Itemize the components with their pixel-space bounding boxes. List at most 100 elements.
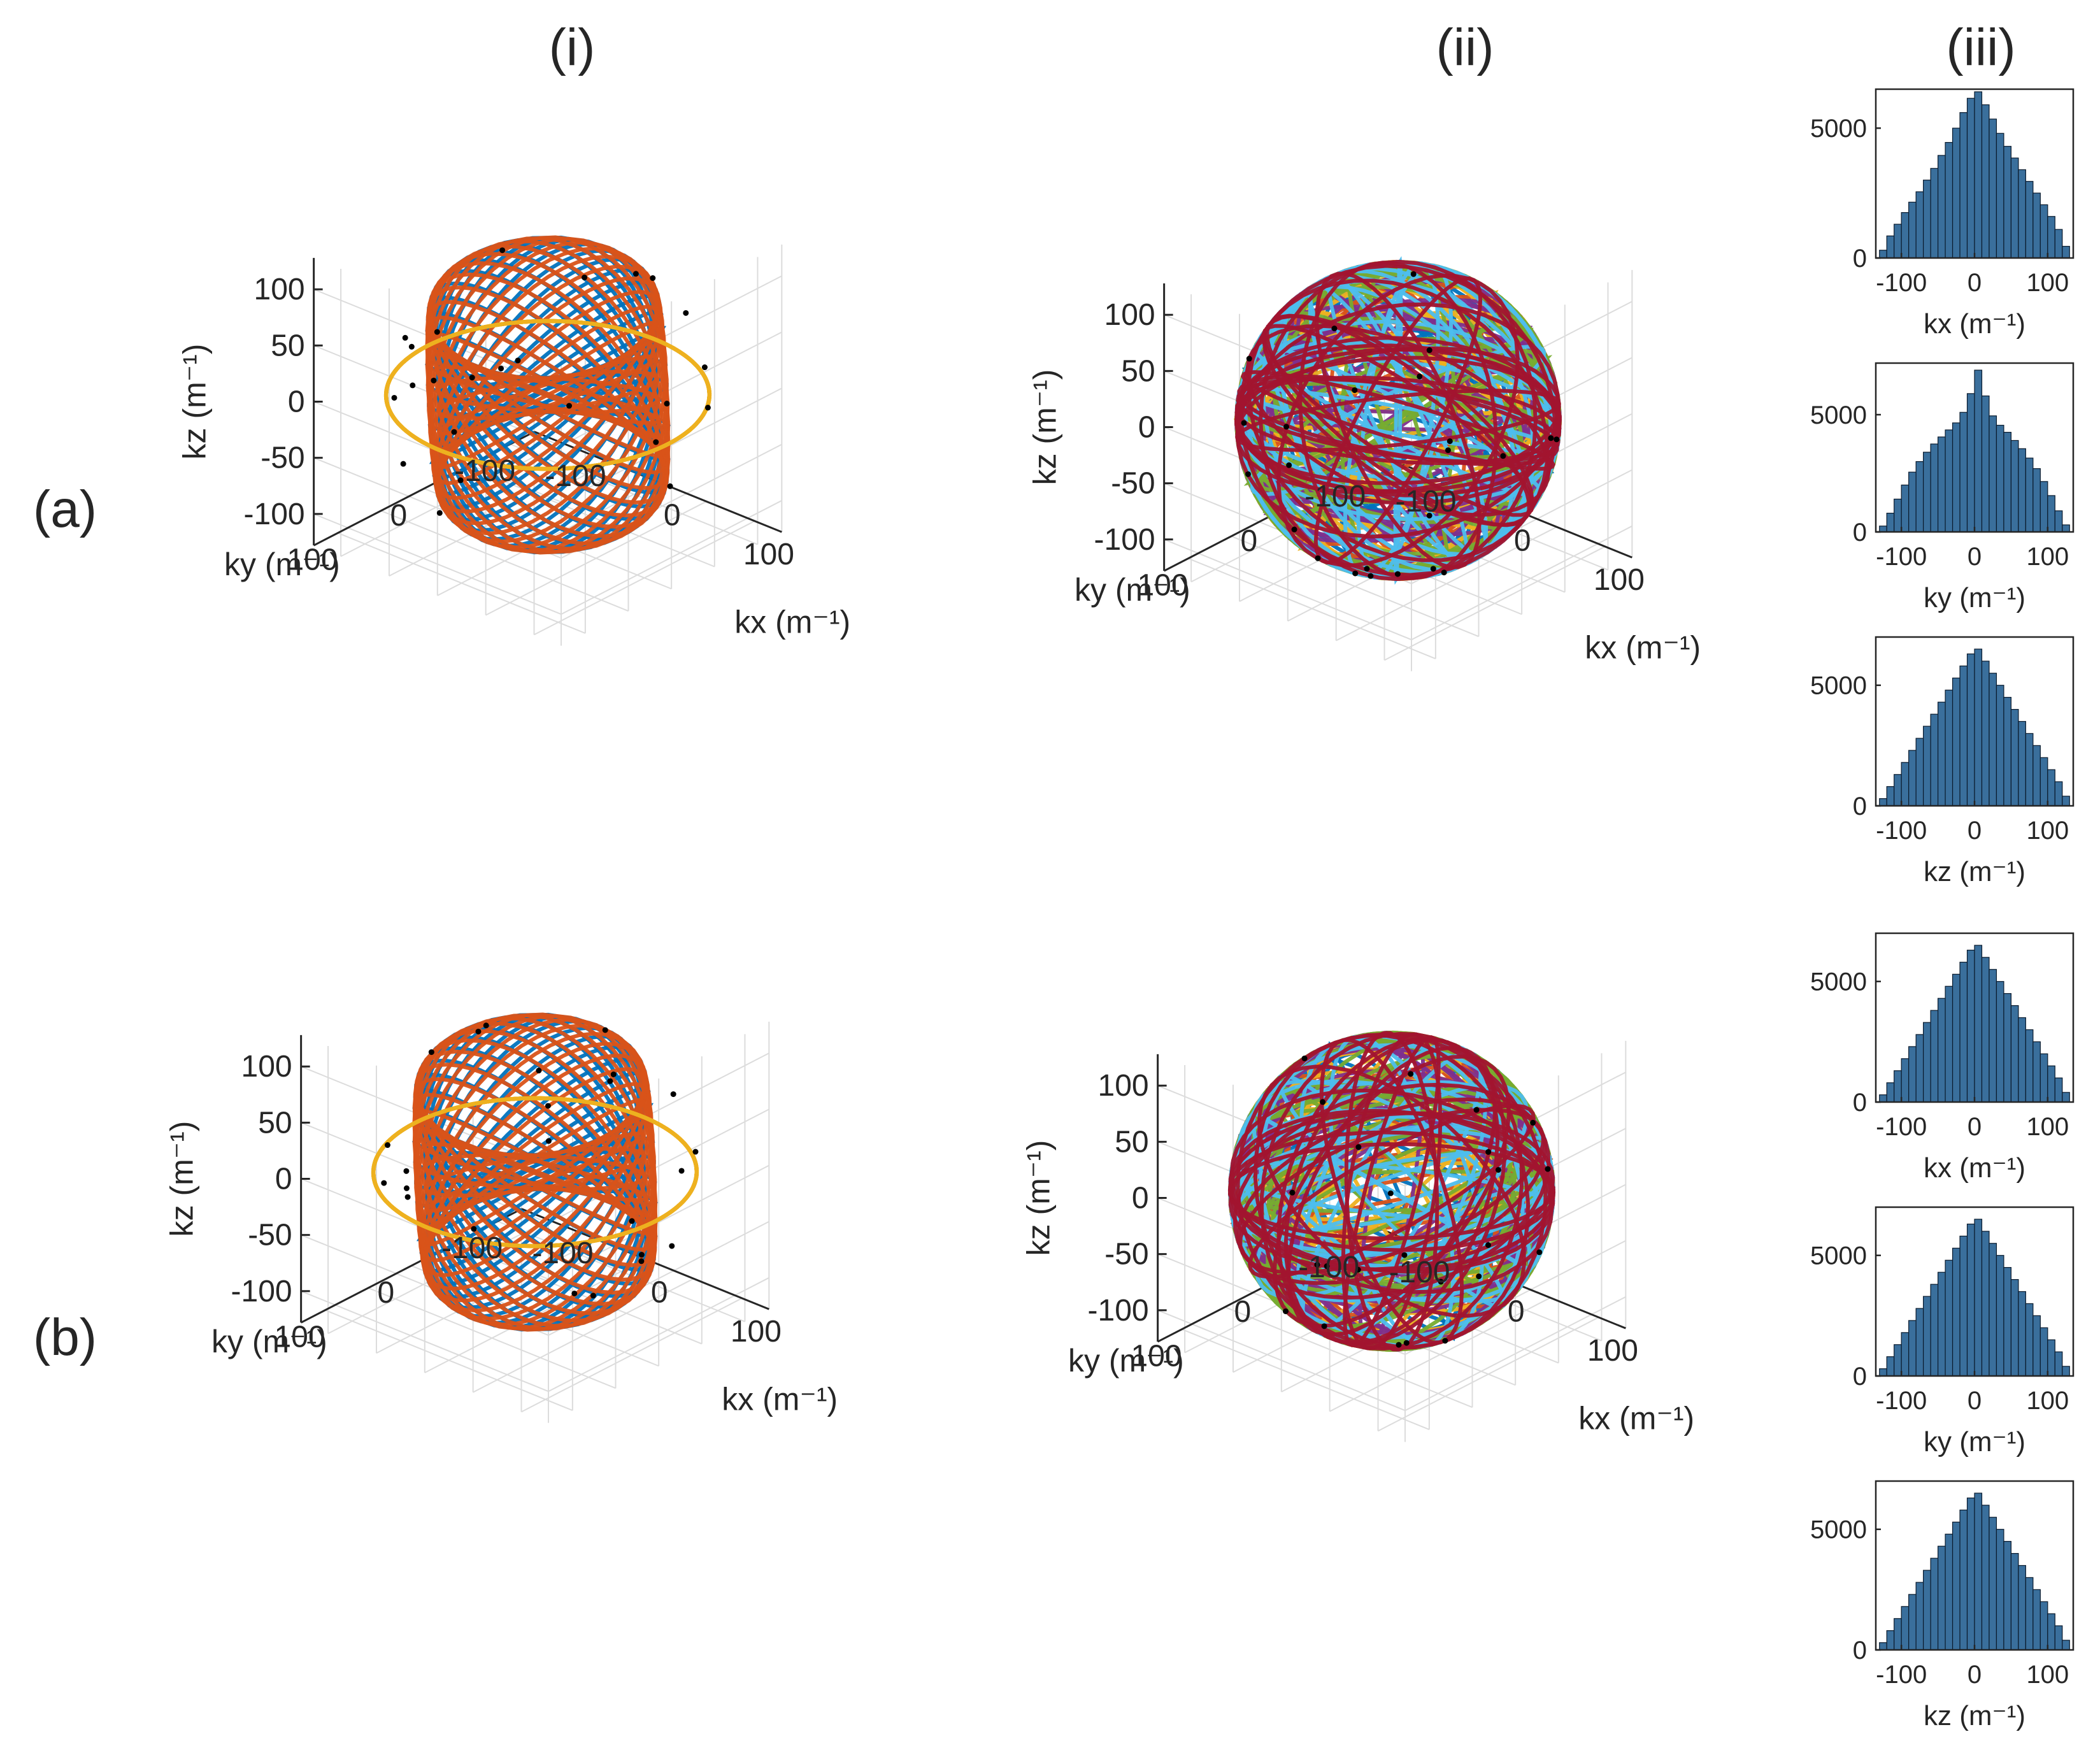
histogram-bar xyxy=(2018,720,2026,806)
column-label-ii: (ii) xyxy=(1436,18,1494,76)
x-tick-label: 100 xyxy=(2026,1387,2069,1415)
trajectory-7 xyxy=(1298,261,1498,580)
histogram-bar xyxy=(1915,1034,1924,1103)
histogram-bar xyxy=(2062,1640,2070,1651)
histogram-bar xyxy=(1974,945,1983,1103)
row-label-a: (a) xyxy=(32,480,97,538)
histogram-bar xyxy=(2018,448,2026,533)
histogram-bar xyxy=(1894,1344,1902,1377)
trajectory-7 xyxy=(1245,324,1551,517)
histogram-bar xyxy=(1989,415,1997,533)
x-tick-label: 0 xyxy=(1968,269,1982,297)
histogram-bar xyxy=(1886,1082,1895,1103)
y-tick-label: 5000 xyxy=(1810,968,1867,996)
histogram-bar xyxy=(2054,1351,2063,1377)
histogram-bar xyxy=(1930,443,1939,533)
histogram-bar xyxy=(2054,229,2063,259)
sample-point xyxy=(1291,526,1297,533)
sample-point xyxy=(610,1071,617,1078)
y-tick-label: 5000 xyxy=(1810,401,1867,429)
y-tick-label: 0 xyxy=(1853,245,1867,273)
histogram-bar xyxy=(1996,133,2004,259)
sample-point xyxy=(1408,1071,1414,1077)
x-tick-label: 100 xyxy=(2026,1661,2069,1689)
trajectory-2 xyxy=(412,1029,658,1315)
histogram-bar xyxy=(1886,235,1895,259)
histogram-bar xyxy=(2054,510,2063,533)
histogram-bar xyxy=(2047,1065,2055,1103)
x-tick-label: 100 xyxy=(1594,563,1645,597)
histogram-bar xyxy=(1981,1505,1990,1651)
sample-point xyxy=(402,334,408,341)
sample-point xyxy=(653,439,659,445)
histogram-bar xyxy=(1923,1022,1931,1103)
sample-point xyxy=(1548,435,1554,441)
trajectory-7 xyxy=(1236,302,1561,539)
trajectory-7 xyxy=(1248,1103,1536,1279)
sample-point xyxy=(1426,512,1432,519)
histogram-bar xyxy=(2003,993,2012,1103)
histogram-b-kz: -100 0 100 0 5000 kz (m⁻¹) xyxy=(1810,1480,2075,1731)
x-tick-label: 0 xyxy=(1508,1294,1525,1328)
histogram-bar xyxy=(1908,201,1917,259)
row-label-b: (b) xyxy=(32,1308,97,1366)
x-tick-label: 100 xyxy=(731,1315,782,1349)
trajectories xyxy=(1233,255,1562,585)
sample-point xyxy=(431,377,437,383)
y-tick-label: 0 xyxy=(390,499,407,533)
sample-point xyxy=(566,403,573,409)
sample-point xyxy=(629,1218,635,1224)
histogram-bar xyxy=(1923,1296,1931,1377)
histogram-bar xyxy=(2062,796,2070,806)
histogram-bar xyxy=(1879,798,1887,806)
histogram-bar xyxy=(2010,440,2019,533)
histogram-bar xyxy=(1989,1243,1997,1377)
histogram-bar xyxy=(1923,1570,1931,1651)
sample-point xyxy=(1355,1266,1361,1273)
trajectory-3 xyxy=(384,319,711,471)
sample-point xyxy=(638,1252,645,1258)
z-tick-label: 100 xyxy=(254,273,305,306)
histogram-bar xyxy=(2032,1315,2041,1377)
y-tick-label: 5000 xyxy=(1810,1516,1867,1544)
sample-point xyxy=(1352,570,1359,577)
histogram-bar xyxy=(1945,429,1954,533)
histogram-bar xyxy=(1959,412,1968,533)
column-label-iii: (iii) xyxy=(1946,18,2016,76)
sample-point xyxy=(471,1226,477,1232)
histogram-bar xyxy=(2032,745,2041,806)
trajectory-2 xyxy=(431,246,665,544)
trajectory-3 xyxy=(371,1096,699,1249)
sample-point xyxy=(1396,1342,1402,1348)
histogram-bar xyxy=(2054,781,2063,806)
sample-point xyxy=(607,1078,613,1084)
histogram-bar xyxy=(2025,457,2034,533)
z-tick-label: -50 xyxy=(261,441,304,475)
histogram-bar xyxy=(1952,1521,1961,1651)
sample-point xyxy=(1286,462,1292,468)
y-tick-label: -100 xyxy=(454,454,515,488)
sample-point xyxy=(664,401,670,407)
y-tick-label: 0 xyxy=(1240,524,1257,558)
sample-point xyxy=(483,1022,489,1029)
histogram-bar xyxy=(1879,526,1887,533)
histogram-bar xyxy=(1959,112,1968,259)
sample-point xyxy=(1536,1249,1543,1256)
sample-point xyxy=(1368,573,1374,579)
trajectory-7 xyxy=(1234,355,1562,485)
histogram-bar xyxy=(1966,949,1975,1103)
sample-point xyxy=(1282,1308,1289,1314)
histogram-bar xyxy=(1930,168,1939,259)
sample-point xyxy=(1485,1242,1491,1249)
sample-point xyxy=(1441,569,1447,576)
histogram-bar xyxy=(2018,169,2026,259)
histogram-bar xyxy=(2010,1005,2019,1103)
z-tick-label: 100 xyxy=(1098,1069,1149,1103)
grid-line xyxy=(1384,546,1606,661)
histogram-bar xyxy=(1894,498,1902,533)
histogram-bar xyxy=(1981,395,1990,533)
z-tick-label: -100 xyxy=(1094,523,1155,557)
histogram-bar xyxy=(1901,762,1910,806)
grid-line xyxy=(485,501,707,616)
x-tick-label: 100 xyxy=(2026,269,2069,297)
